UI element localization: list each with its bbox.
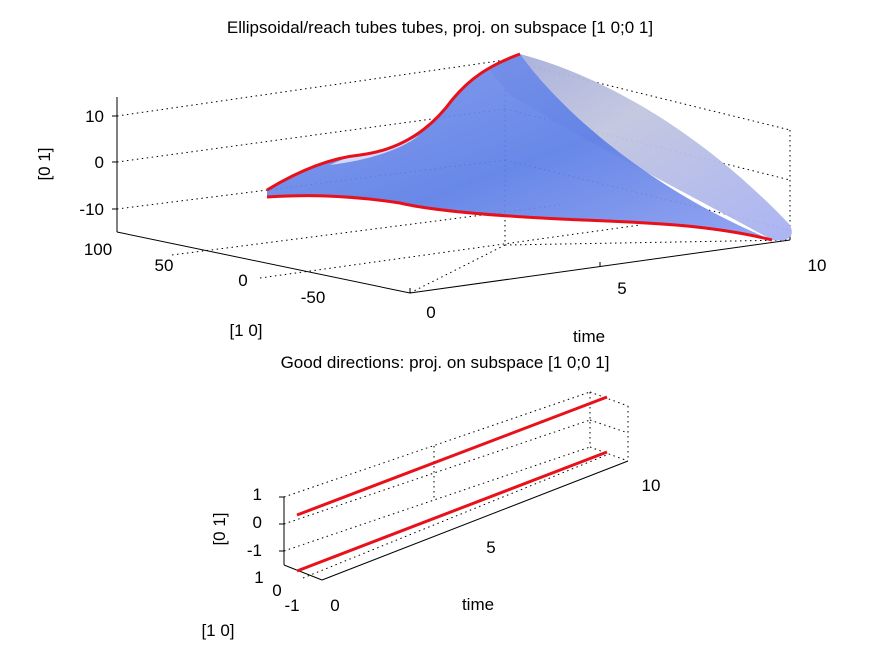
y-tick-label: 0 [272,581,281,600]
x-tick-label: 0 [426,303,435,322]
y-axis-label: [1 0] [229,321,262,340]
z-tick-label: 0 [253,513,262,532]
x-axis-label: time [462,595,494,614]
good-directions-axes [279,460,629,581]
x-tick-label: 0 [330,596,339,615]
z-tick-label: -10 [79,200,104,219]
reach-tube-lower-boundary-curve [266,194,773,242]
z-axis-label: [0 1] [210,512,229,545]
x-tick-label: 5 [617,279,626,298]
y-tick-label: 100 [84,240,112,259]
good-directions-grid [283,391,629,579]
z-axis-label: [0 1] [35,147,54,180]
y-tick-label: -1 [284,596,299,615]
x-tick-label: 10 [808,256,827,275]
y-axis-label: [1 0] [201,621,234,640]
y-tick-label: 0 [238,271,247,290]
reach-tube-near-surface [267,54,772,240]
y-tick-label: -50 [301,288,326,307]
good-direction-line-lower [296,450,608,573]
reach-tube-upper-boundary-curve [266,52,521,192]
reach-tube-axes [112,97,791,294]
z-tick-label: 0 [95,153,104,172]
x-tick-label: 5 [486,538,495,557]
z-tick-label: 1 [253,485,262,504]
y-tick-label: 1 [254,568,263,587]
good-direction-line-upper [296,395,608,517]
y-tick-label: 50 [155,256,174,275]
reach-tube-far-surface [488,54,792,241]
z-tick-label: 10 [85,107,104,126]
good-directions-plot: Good directions: proj. on subspace [1 0;… [201,353,660,640]
x-tick-label: 10 [642,476,661,495]
x-axis-label: time [573,327,605,346]
reach-tube-highlight [330,135,420,165]
reach-tube-plot-title: Ellipsoidal/reach tubes tubes, proj. on … [227,18,653,37]
good-directions-plot-title: Good directions: proj. on subspace [1 0;… [281,353,610,372]
z-tick-label: -1 [247,541,262,560]
reach-tube-plot: Ellipsoidal/reach tubes tubes, proj. on … [35,18,826,346]
